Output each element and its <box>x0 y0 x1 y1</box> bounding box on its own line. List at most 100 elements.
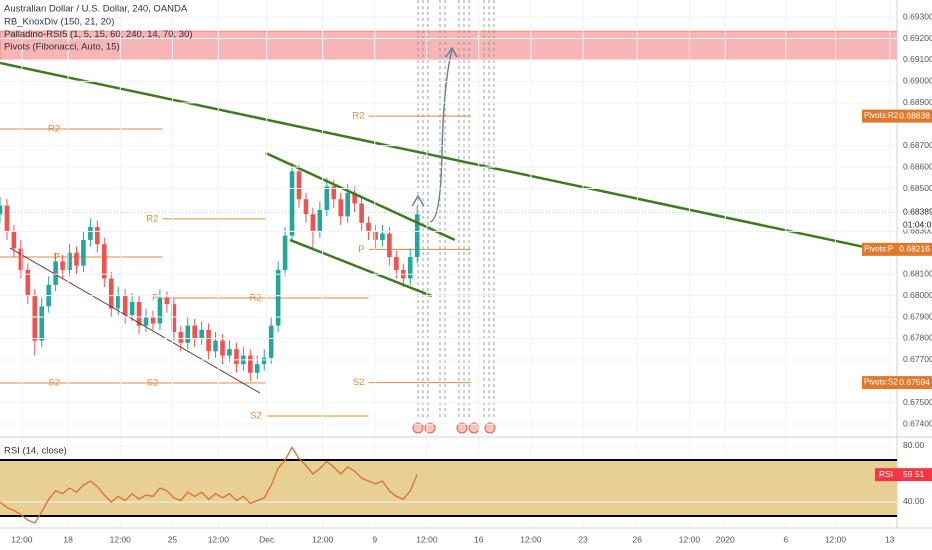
candle-body <box>4 205 10 232</box>
candle-body <box>407 257 413 279</box>
trendline <box>0 61 870 250</box>
rsi-band <box>0 459 897 516</box>
candle-body <box>102 244 107 279</box>
candle-body <box>0 205 3 215</box>
candle-body <box>317 209 323 232</box>
x-tick-label: 9 <box>372 534 377 544</box>
x-tick-label: 23 <box>578 534 588 544</box>
y-tick-label: 0.69200 <box>903 33 932 43</box>
candle-body <box>234 349 239 365</box>
candle-body <box>414 214 420 258</box>
x-tick-label: 26 <box>633 534 643 544</box>
x-tick-label: 12:00 <box>11 534 33 544</box>
price-tag-value: 0.67594 <box>899 377 930 387</box>
y-tick-label: 0.67500 <box>903 397 932 407</box>
x-tick-label: 12:00 <box>312 534 334 544</box>
candle-body <box>394 257 399 270</box>
candle-body <box>164 297 170 305</box>
pivot-label: R2 <box>352 111 364 122</box>
candle-body <box>53 261 58 285</box>
rsi-tag-value: 59.51 <box>903 469 925 479</box>
candle-body <box>248 355 253 373</box>
price-tag <box>862 376 932 390</box>
pivot-label: P <box>152 292 158 303</box>
x-tick-label: 6 <box>783 534 788 544</box>
candle-body <box>345 192 350 217</box>
event-icon <box>424 422 436 434</box>
pivot-label: R2 <box>48 123 60 134</box>
candle-body <box>18 248 24 270</box>
indicator-label: RB_KnoxDiv (150, 21, 20) <box>4 17 114 28</box>
candle-body <box>268 325 274 358</box>
y-tick-label: 0.69100 <box>903 54 932 64</box>
candle-body <box>254 364 260 373</box>
x-tick-label: 12:00 <box>416 534 438 544</box>
zone <box>0 30 897 61</box>
candle-body <box>261 357 267 365</box>
candle-body <box>171 304 177 333</box>
candle-body <box>310 214 316 232</box>
y-tick-label: 0.67700 <box>903 354 932 364</box>
candle-body <box>74 252 79 266</box>
candle-body <box>338 199 344 217</box>
y-tick-label: 80.00 <box>903 440 925 450</box>
candle-body <box>129 302 135 315</box>
y-tick-label: 0.67900 <box>903 311 932 321</box>
y-tick-label: 0.68900 <box>903 97 932 107</box>
candle-body <box>275 269 281 326</box>
candle-body <box>60 261 65 270</box>
candle-body <box>143 317 149 326</box>
candle-body <box>95 227 100 245</box>
candle-body <box>88 227 93 240</box>
rsi-title: RSI (14, close) <box>4 446 67 457</box>
candle-body <box>39 306 45 341</box>
candle-body <box>303 199 309 215</box>
pivot-label: S2 <box>147 378 159 389</box>
candle-body <box>178 332 184 343</box>
price-tag-value: 0.68216 <box>899 244 930 254</box>
current-price-tag <box>898 205 932 230</box>
candle-body <box>380 233 385 240</box>
x-tick-label: 25 <box>168 534 178 544</box>
price-tag-label: Pivots:P <box>864 244 893 253</box>
y-tick-label: 0.68100 <box>903 268 932 278</box>
candle-body <box>150 317 156 324</box>
x-tick-label: 13 <box>885 534 895 544</box>
pivot-label: R2 <box>249 292 261 303</box>
trendline <box>289 238 433 298</box>
pivot-label: P <box>54 252 60 263</box>
candle-body <box>199 329 204 339</box>
candle-body <box>108 278 114 309</box>
indicator-label: Palladino-RSI5 (1, 5, 15, 60, 240, 14, 7… <box>4 29 193 40</box>
current-price: 0.68389 <box>903 207 932 217</box>
candle-body <box>67 252 72 270</box>
candle-body <box>11 231 17 249</box>
pivot-label: P <box>358 244 364 255</box>
pivot-label: R2 <box>146 213 158 224</box>
x-tick-label: 12:00 <box>825 534 847 544</box>
candle-body <box>206 329 211 352</box>
y-tick-label: 40.00 <box>903 496 925 506</box>
x-tick-label: 2020 <box>716 534 735 544</box>
price-tag <box>862 109 932 123</box>
candle-body <box>359 203 364 223</box>
candle-body <box>192 325 197 339</box>
x-tick-label: 12:00 <box>208 534 230 544</box>
price-tag <box>862 242 932 256</box>
y-tick-label: 0.68700 <box>903 140 932 150</box>
candle-body <box>32 295 38 341</box>
countdown: 01:04:09 <box>903 220 932 230</box>
candle-body <box>373 231 378 240</box>
candle-body <box>220 340 225 356</box>
x-tick-label: 12:00 <box>679 534 701 544</box>
pivot-label: S2 <box>353 377 365 388</box>
indicator-label: Pivots (Fibonacci, Auto, 15) <box>4 42 120 53</box>
rsi-line <box>0 446 418 524</box>
price-tag-value: 0.68838 <box>899 110 930 120</box>
candle-body <box>296 171 302 200</box>
candle-body <box>289 171 295 236</box>
candle-body <box>136 302 142 326</box>
rsi-tag-name: RSI <box>879 469 893 479</box>
